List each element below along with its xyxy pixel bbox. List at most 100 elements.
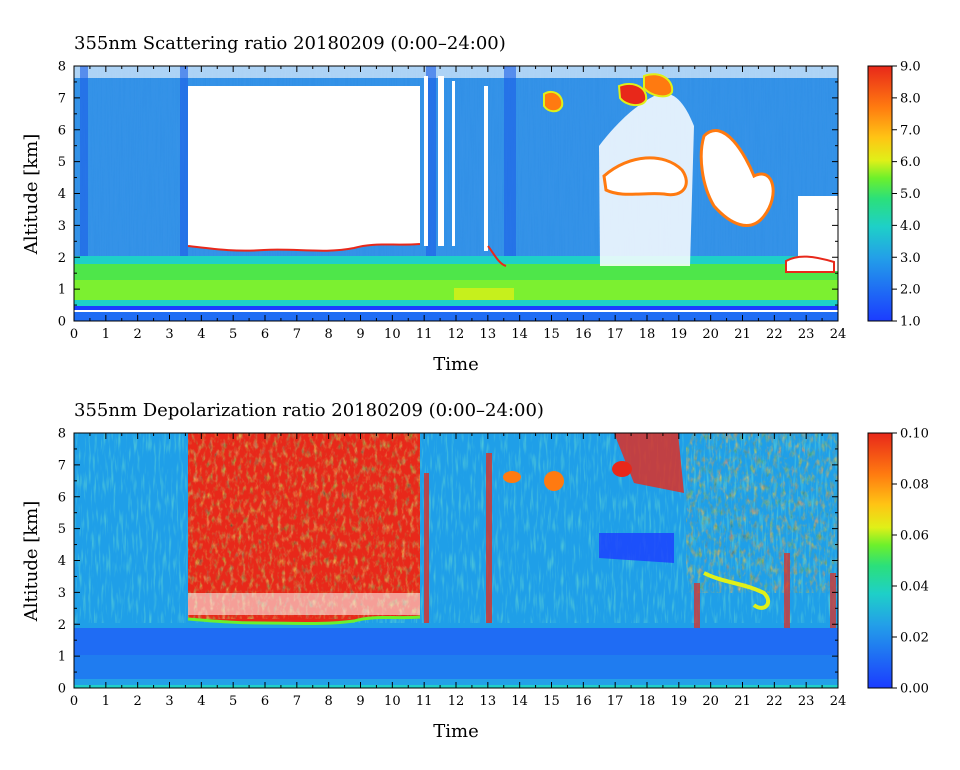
colorbar-tick-label: 0.06 [900, 529, 929, 544]
surface-gap [74, 310, 838, 312]
x-tick-label: 6 [261, 327, 269, 342]
cloud [612, 461, 632, 477]
x-tick-label: 20 [702, 694, 719, 709]
region-texture [188, 593, 420, 615]
x-tick-label: 16 [575, 327, 592, 342]
x-tick-label: 8 [325, 694, 333, 709]
y-tick-label: 8 [58, 427, 66, 442]
y-tick-label: 8 [58, 60, 66, 75]
streak [486, 453, 492, 623]
scattering-ratio-heatmap [74, 66, 838, 321]
x-tick-label: 13 [480, 327, 497, 342]
low-depolarization-region [599, 533, 674, 563]
x-axis-label: Time [433, 354, 478, 375]
y-tick-label: 5 [58, 155, 66, 170]
x-tick-label: 5 [229, 327, 237, 342]
colorbar-tick-label: 4.0 [900, 219, 921, 234]
x-tick-label: 19 [671, 694, 688, 709]
x-tick-label: 1 [102, 694, 110, 709]
streak [784, 553, 790, 628]
colorbar-tick-label: 5.0 [900, 187, 921, 202]
x-tick-label: 3 [165, 327, 173, 342]
x-tick-label: 3 [165, 694, 173, 709]
x-tick-label: 0 [70, 694, 78, 709]
x-tick-label: 7 [293, 694, 301, 709]
x-axis-label: Time [433, 721, 478, 742]
y-tick-label: 6 [58, 123, 66, 138]
axes: 0 1 2 3 4 5 6 7 8 9 10 11 12 13 14 15 16 17 18 19 20 21 22 23 24… [58, 427, 847, 710]
region-edge [487, 245, 507, 267]
cloud [614, 433, 684, 493]
colorbar-tick-label: 0.10 [900, 427, 929, 442]
y-tick-label: 7 [58, 91, 66, 106]
x-tick-label: 1 [102, 327, 110, 342]
x-tick-label: 23 [798, 694, 815, 709]
gap [424, 76, 428, 246]
y-tick-label: 7 [58, 458, 66, 473]
y-axis-label: Altitude [km] [21, 134, 42, 256]
cloud [503, 471, 521, 483]
x-tick-label: 22 [766, 694, 783, 709]
chart-title: 355nm Depolarization ratio 20180209 (0:0… [74, 400, 544, 421]
colorbar-tick-label: 3.0 [900, 251, 921, 266]
colorbar-tick-label: 7.0 [900, 123, 921, 138]
x-tick-label: 13 [480, 694, 497, 709]
cloud [544, 471, 564, 491]
x-tick-label: 24 [830, 694, 847, 709]
y-tick-label: 1 [58, 283, 66, 298]
chart-title: 355nm Scattering ratio 20180209 (0:00–24… [74, 33, 506, 54]
colorbar-tick-label: 1.0 [900, 315, 921, 330]
y-tick-label: 4 [58, 554, 66, 569]
y-tick-label: 0 [58, 682, 66, 697]
gap [438, 76, 444, 246]
colorbar [868, 66, 892, 321]
gap [452, 81, 455, 246]
x-tick-label: 11 [416, 327, 433, 342]
x-tick-label: 18 [639, 694, 656, 709]
x-tick-label: 4 [197, 327, 205, 342]
y-tick-label: 4 [58, 187, 66, 202]
x-tick-label: 9 [356, 694, 364, 709]
region-texture [686, 433, 838, 593]
x-tick-label: 17 [607, 694, 624, 709]
x-tick-label: 9 [356, 327, 364, 342]
depolarization-ratio-heatmap [74, 433, 838, 688]
colorbar-tick-label: 6.0 [900, 155, 921, 170]
colorbar-ticks: 0.00 0.02 0.04 0.06 0.08 0.10 [892, 427, 929, 697]
cloud [699, 129, 775, 227]
x-tick-label: 15 [543, 694, 560, 709]
region-edge [187, 243, 421, 252]
y-tick-label: 0 [58, 315, 66, 330]
boundary-layer-upper [74, 655, 838, 679]
streak [180, 66, 188, 256]
streak [80, 66, 88, 256]
colorbar-tick-label: 8.0 [900, 91, 921, 106]
colorbar-tick-label: 0.08 [900, 478, 929, 493]
y-tick-label: 3 [58, 586, 66, 601]
streak [424, 473, 429, 623]
cloud [643, 73, 674, 98]
depolarization-ratio-panel: 355nm Depolarization ratio 20180209 (0:0… [21, 400, 929, 742]
x-tick-label: 6 [261, 694, 269, 709]
region-edge [187, 615, 421, 625]
x-tick-label: 15 [543, 327, 560, 342]
scattering-ratio-panel: 355nm Scattering ratio 20180209 (0:00–24… [21, 33, 921, 375]
colorbar-tick-label: 9.0 [900, 60, 921, 75]
x-tick-label: 23 [798, 327, 815, 342]
y-tick-label: 1 [58, 650, 66, 665]
y-axis-label: Altitude [km] [21, 501, 42, 623]
cloud-edge [703, 571, 771, 610]
cloud [785, 255, 835, 273]
x-tick-label: 14 [511, 694, 528, 709]
no-data-region [188, 86, 420, 251]
x-tick-label: 10 [384, 694, 401, 709]
cloud [617, 82, 648, 106]
colorbar-tick-label: 0.00 [900, 682, 929, 697]
surface-layer [74, 306, 838, 310]
x-tick-label: 14 [511, 327, 528, 342]
streak [694, 583, 700, 628]
x-tick-label: 2 [134, 327, 142, 342]
colorbar-tick-label: 2.0 [900, 283, 921, 298]
y-tick-label: 2 [58, 251, 66, 266]
